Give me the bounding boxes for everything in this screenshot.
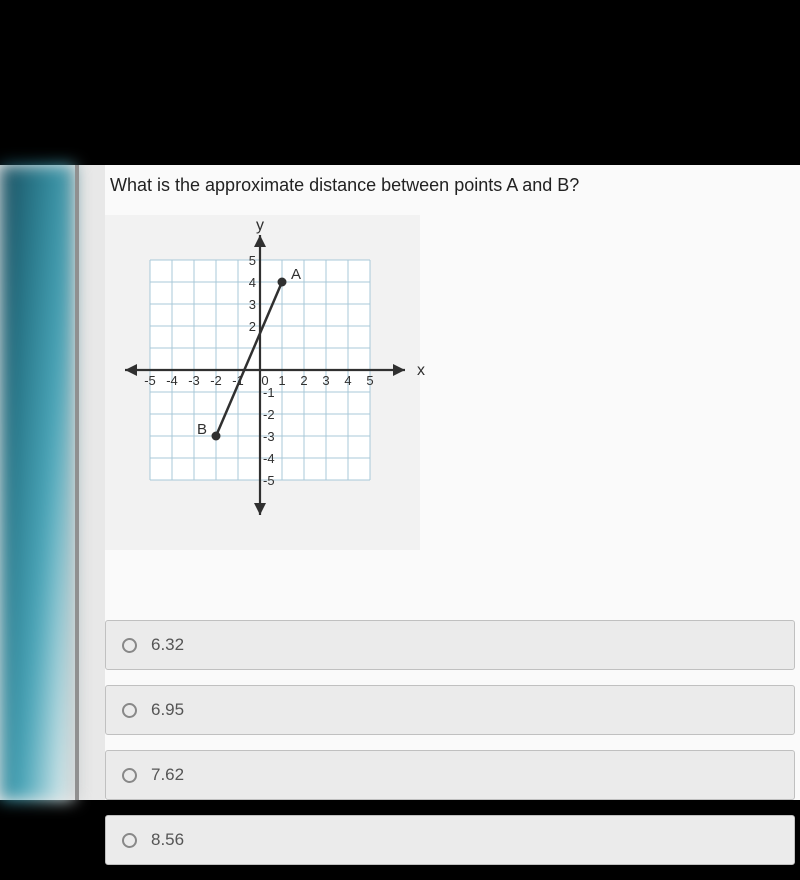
question-text: What is the approximate distance between… [110,175,579,196]
point-a-label: A [291,266,301,283]
option-value: 6.95 [151,700,184,720]
radio-icon [122,638,137,653]
x-axis-label: x [417,362,425,379]
option-value: 8.56 [151,830,184,850]
svg-text:-3: -3 [263,429,275,444]
option-2[interactable]: 6.95 [105,685,795,735]
svg-text:1: 1 [278,373,285,388]
coordinate-chart: -5 -4 -3 -2 -1 0 1 2 3 4 5 5 4 3 2 -1 -2 [105,215,445,555]
svg-text:-5: -5 [263,473,275,488]
svg-text:-3: -3 [188,373,200,388]
point-b-label: B [197,421,207,438]
svg-text:-1: -1 [263,385,275,400]
option-4[interactable]: 8.56 [105,815,795,865]
svg-text:5: 5 [366,373,373,388]
main-panel: What is the approximate distance between… [105,165,800,800]
svg-text:3: 3 [249,297,256,312]
radio-icon [122,768,137,783]
answer-options: 6.32 6.95 7.62 8.56 [105,620,795,880]
option-value: 6.32 [151,635,184,655]
svg-text:4: 4 [344,373,351,388]
svg-text:-4: -4 [166,373,178,388]
content-area: What is the approximate distance between… [0,165,800,800]
svg-text:3: 3 [322,373,329,388]
svg-text:4: 4 [249,275,256,290]
sidebar-divider [75,165,79,800]
radio-icon [122,833,137,848]
svg-text:5: 5 [249,253,256,268]
svg-text:-2: -2 [210,373,222,388]
svg-text:2: 2 [300,373,307,388]
option-3[interactable]: 7.62 [105,750,795,800]
left-sidebar-gradient [0,165,75,800]
point-a [278,278,287,287]
svg-text:-5: -5 [144,373,156,388]
y-axis-label: y [256,217,264,234]
radio-icon [122,703,137,718]
option-1[interactable]: 6.32 [105,620,795,670]
point-b [212,432,221,441]
letterbox-top [0,0,800,165]
option-value: 7.62 [151,765,184,785]
svg-text:-4: -4 [263,451,275,466]
svg-text:-2: -2 [263,407,275,422]
svg-text:2: 2 [249,319,256,334]
